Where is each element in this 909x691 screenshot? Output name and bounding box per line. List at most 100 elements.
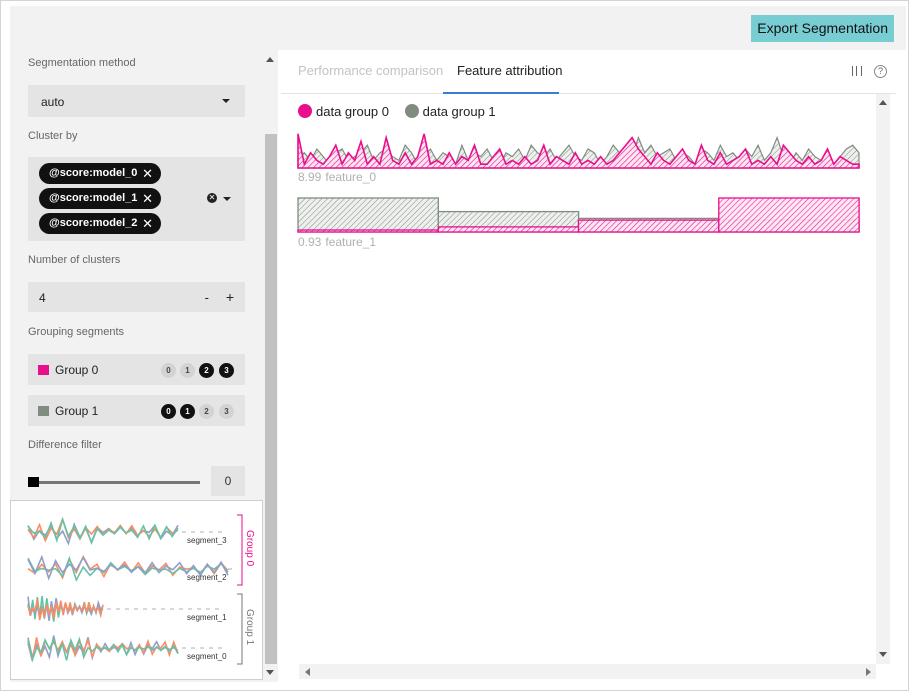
- segment-toggle[interactable]: 1: [180, 404, 195, 419]
- sidebar-scrollbar[interactable]: [263, 50, 278, 682]
- number-of-clusters-label: Number of clusters: [28, 254, 121, 266]
- scroll-up-icon[interactable]: [266, 57, 274, 62]
- export-segmentation-button[interactable]: Export Segmentation: [751, 15, 894, 42]
- thumbnail-series-line: [27, 516, 179, 543]
- slider-handle[interactable]: [28, 477, 39, 487]
- feature-0-label: 8.99 feature_0: [298, 170, 376, 184]
- number-of-clusters-value: 4: [39, 291, 46, 305]
- difference-filter-label: Difference filter: [28, 439, 102, 451]
- feature-1-value: 0.93: [298, 235, 322, 249]
- cluster-chip[interactable]: @score:model_1 ✕: [39, 188, 161, 209]
- scrollbar-thumb[interactable]: [265, 134, 277, 664]
- group-row: Group 0 0 1 2 3: [28, 354, 245, 385]
- columns-icon[interactable]: [852, 66, 862, 76]
- number-of-clusters-stepper[interactable]: 4 - +: [28, 282, 245, 312]
- thumbnail-segment-glyph: [27, 554, 229, 583]
- chip-label: @score:model_2: [49, 217, 138, 229]
- thumbnail-segment-glyph: [27, 516, 179, 546]
- cluster-by-select[interactable]: @score:model_0 ✕ @score:model_1 ✕ @score:m…: [28, 157, 245, 241]
- scroll-left-icon[interactable]: [305, 668, 310, 676]
- grouping-segments-label: Grouping segments: [28, 326, 124, 338]
- segment-thumbnail-preview[interactable]: segment_3 segment_2 segment_1 segment_0 Grou…: [10, 500, 263, 680]
- thumbnail-series-line: [27, 554, 229, 581]
- scroll-down-icon[interactable]: [266, 670, 274, 675]
- feature-0-value: 8.99: [298, 170, 322, 184]
- thumbnail-segment-label: segment_0: [187, 652, 227, 661]
- feature-0-name: feature_0: [325, 170, 376, 184]
- active-tab-indicator: [443, 92, 559, 94]
- cluster-by-label: Cluster by: [28, 130, 78, 142]
- segment-toggle[interactable]: 0: [161, 363, 176, 378]
- segmentation-method-label: Segmentation method: [28, 57, 136, 69]
- clear-all-icon[interactable]: ✕: [207, 193, 217, 203]
- group-name: Group 0: [55, 363, 99, 377]
- chevron-down-icon: [222, 99, 230, 103]
- segment-toggle[interactable]: 1: [180, 363, 195, 378]
- series-area[interactable]: [297, 133, 860, 169]
- difference-filter-value[interactable]: 0: [211, 466, 245, 496]
- group-bracket: [237, 514, 243, 586]
- series-bar[interactable]: [577, 219, 720, 233]
- help-icon[interactable]: ?: [874, 65, 887, 78]
- decrement-button[interactable]: -: [204, 290, 209, 305]
- thumbnail-segment-glyph: [27, 635, 179, 663]
- feature-1-plot[interactable]: [297, 197, 860, 233]
- segment-toggle[interactable]: 0: [161, 404, 176, 419]
- tab-performance-comparison[interactable]: Performance comparison: [298, 63, 444, 78]
- legend-item[interactable]: data group 0: [298, 104, 389, 119]
- main-horizontal-scrollbar[interactable]: [299, 664, 876, 679]
- segment-toggle[interactable]: 3: [219, 404, 234, 419]
- legend-label: data group 1: [422, 104, 496, 119]
- thumbnail-segment-label: segment_1: [187, 613, 227, 622]
- chip-label: @score:model_0: [49, 167, 138, 179]
- legend-swatch: [298, 104, 312, 118]
- scroll-right-icon[interactable]: [866, 668, 871, 676]
- thumbnail-segment-glyph: [27, 596, 104, 622]
- cluster-chip[interactable]: @score:model_2 ✕: [39, 213, 161, 234]
- main-vertical-scrollbar[interactable]: [876, 94, 890, 664]
- feature-1-name: feature_1: [325, 235, 376, 249]
- main-panel: Performance comparison Feature attributi…: [281, 50, 896, 682]
- legend-item[interactable]: data group 1: [404, 104, 496, 119]
- group-name: Group 1: [55, 404, 99, 418]
- segmentation-method-value: auto: [41, 95, 65, 109]
- chevron-down-icon[interactable]: [223, 197, 231, 201]
- chip-label: @score:model_1: [49, 192, 138, 204]
- thumbnail-group-label: Group 0: [244, 530, 255, 567]
- group-color-swatch: [38, 406, 49, 416]
- segment-toggle[interactable]: 3: [219, 363, 234, 378]
- series-bar[interactable]: [437, 226, 580, 233]
- close-icon[interactable]: ✕: [142, 166, 153, 181]
- segmentation-method-select[interactable]: auto: [28, 85, 245, 117]
- segment-toggle[interactable]: 2: [199, 363, 214, 378]
- thumbnail-segment-label: segment_3: [187, 536, 227, 545]
- tab-bar: Performance comparison Feature attributi…: [281, 50, 896, 94]
- feature-0-plot[interactable]: [297, 133, 860, 169]
- thumbnail-chart: segment_3 segment_2 segment_1 segment_0 Grou…: [27, 514, 255, 665]
- segment-toggle[interactable]: 2: [199, 404, 214, 419]
- thumbnail-series-line: [27, 599, 104, 621]
- thumbnail-segment-label: segment_2: [187, 573, 227, 582]
- segmentation-sidebar: Segmentation method auto Cluster by @sco…: [10, 50, 278, 682]
- thumbnail-series-line: [27, 516, 179, 546]
- series-bar[interactable]: [297, 229, 439, 233]
- cluster-chip[interactable]: @score:model_0 ✕: [39, 163, 161, 184]
- feature-attribution-chart: 8.99 feature_0 0.93 feature_1: [297, 133, 860, 249]
- close-icon[interactable]: ✕: [142, 216, 153, 231]
- legend-label: data group 0: [316, 104, 390, 119]
- thumbnail-series-line: [27, 636, 179, 663]
- close-icon[interactable]: ✕: [142, 191, 153, 206]
- increment-button[interactable]: +: [225, 289, 234, 305]
- difference-filter-slider[interactable]: [28, 481, 200, 484]
- series-bar[interactable]: [718, 197, 860, 233]
- group-bracket: [237, 593, 243, 665]
- thumbnail-group-label: Group 1: [244, 609, 255, 646]
- feature-1-label: 0.93 feature_1: [298, 235, 376, 249]
- tab-feature-attribution[interactable]: Feature attribution: [457, 63, 563, 78]
- chart-legend: data group 0 data group 1: [298, 104, 508, 122]
- series-bar[interactable]: [297, 197, 439, 233]
- scroll-down-icon[interactable]: [879, 652, 887, 657]
- scroll-up-icon[interactable]: [879, 100, 887, 105]
- group-color-swatch: [38, 365, 49, 375]
